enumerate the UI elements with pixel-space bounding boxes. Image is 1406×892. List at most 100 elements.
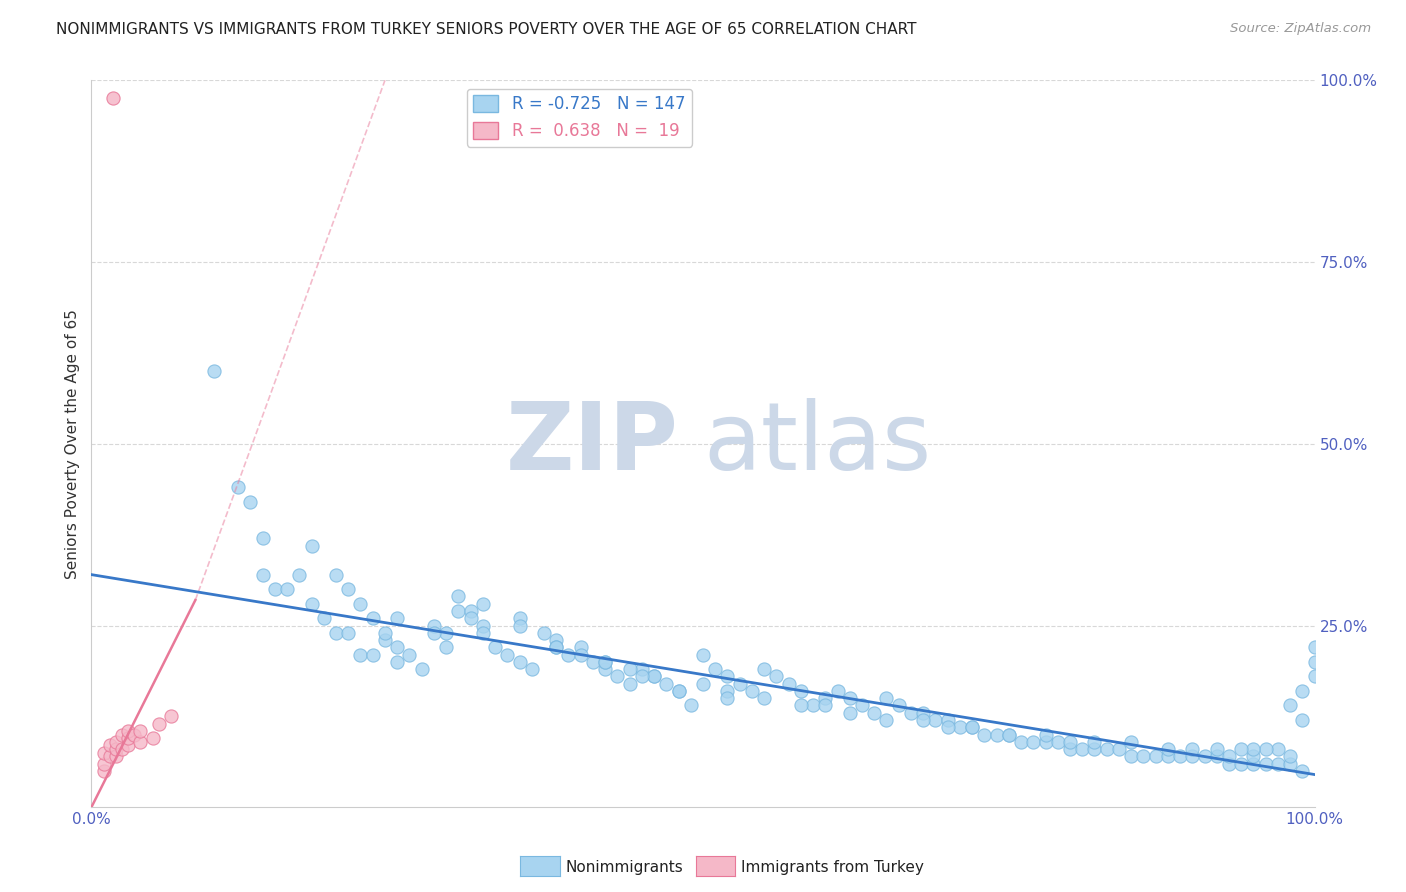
Point [1157,742,1180,756]
Point [887,698,910,713]
Point [754,662,776,676]
Point [103,91,125,105]
Point [509,655,531,669]
Text: Source: ZipAtlas.com: Source: ZipAtlas.com [1230,22,1371,36]
Point [1071,742,1094,756]
Point [716,684,738,698]
Point [1157,749,1180,764]
Point [93,756,115,771]
Point [741,684,763,698]
Point [973,728,995,742]
Point [912,706,935,720]
Text: ZIP: ZIP [506,398,679,490]
Point [593,655,616,669]
Point [1254,756,1277,771]
Point [1291,684,1313,698]
Point [93,746,115,760]
Point [471,618,494,632]
Point [1291,764,1313,778]
Point [606,669,628,683]
Point [276,582,298,597]
Point [593,662,616,676]
Point [1168,749,1191,764]
Point [754,691,776,706]
Point [1181,742,1204,756]
Point [411,662,433,676]
Point [1303,655,1326,669]
Point [1035,735,1057,749]
Point [471,597,494,611]
Point [423,625,446,640]
Point [716,691,738,706]
Point [1218,756,1240,771]
Point [141,731,163,746]
Point [471,625,494,640]
Point [98,739,121,753]
Point [728,676,751,690]
Point [1059,735,1081,749]
Point [252,531,274,545]
Point [1083,742,1105,756]
Point [349,648,371,662]
Point [1046,735,1069,749]
Point [1230,756,1253,771]
Point [569,648,592,662]
Point [1205,749,1227,764]
Point [900,706,922,720]
Point [643,669,665,683]
Point [160,709,183,723]
Point [337,582,360,597]
Point [1279,756,1302,771]
Point [93,764,115,778]
Point [1291,713,1313,727]
Point [960,720,983,734]
Y-axis label: Seniors Poverty Over the Age of 65: Seniors Poverty Over the Age of 65 [65,309,80,579]
Point [434,625,457,640]
Point [434,640,457,655]
Point [790,698,813,713]
Point [533,625,555,640]
Text: NONIMMIGRANTS VS IMMIGRANTS FROM TURKEY SENIORS POVERTY OVER THE AGE OF 65 CORRE: NONIMMIGRANTS VS IMMIGRANTS FROM TURKEY … [56,22,917,37]
Point [325,625,347,640]
Point [986,728,1008,742]
Point [301,539,323,553]
Point [264,582,287,597]
Point [631,662,654,676]
Point [936,713,959,727]
Point [875,713,898,727]
Point [423,618,446,632]
Point [148,716,170,731]
Point [226,480,249,494]
Point [1279,698,1302,713]
Point [582,655,605,669]
Point [814,691,837,706]
Point [1010,735,1032,749]
Point [1095,742,1118,756]
Point [619,676,641,690]
Point [679,698,702,713]
Point [374,633,396,648]
Point [520,662,543,676]
Point [643,669,665,683]
Point [111,742,134,756]
Point [301,597,323,611]
Point [129,735,152,749]
Point [1267,742,1289,756]
Point [122,728,145,742]
Point [1083,735,1105,749]
Point [1243,742,1265,756]
Point [716,669,738,683]
Point [546,640,568,655]
Point [1254,742,1277,756]
Point [1144,749,1167,764]
Point [509,611,531,625]
Point [546,633,568,648]
Point [790,684,813,698]
Point [104,749,127,764]
Point [692,648,714,662]
Point [924,713,946,727]
Point [374,625,396,640]
Text: Nonimmigrants: Nonimmigrants [565,860,683,874]
Point [1121,749,1143,764]
Point [1243,749,1265,764]
